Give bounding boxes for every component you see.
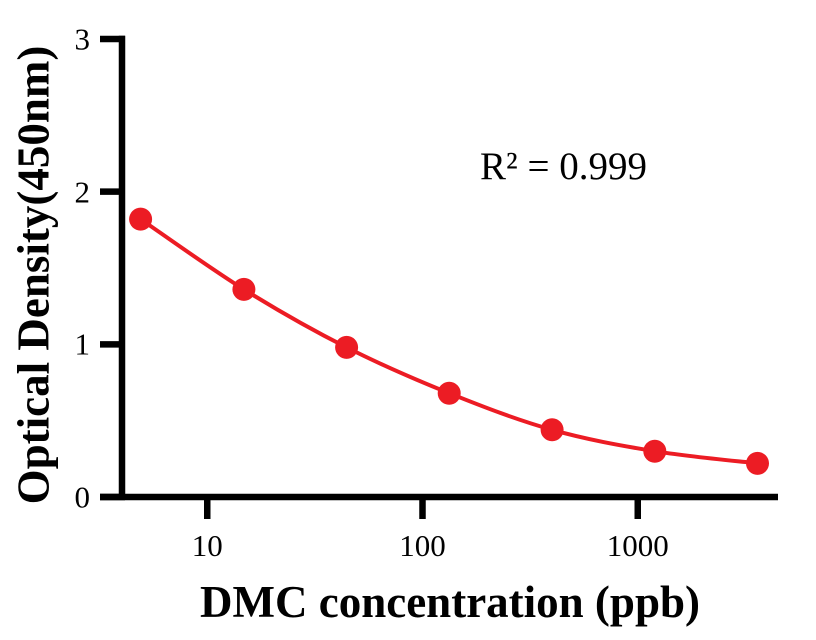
x-tick-label: 1000: [606, 528, 669, 563]
data-point: [643, 439, 667, 463]
x-axis-title: DMC concentration (ppb): [200, 577, 700, 627]
x-tick-label: 10: [191, 528, 223, 563]
data-point: [540, 418, 564, 442]
data-point: [437, 381, 461, 405]
r-squared-annotation: R² = 0.999: [480, 145, 647, 188]
y-tick-label: 0: [74, 479, 91, 515]
y-axis-title: Optical Density(450nm): [8, 45, 59, 505]
x-tick-label: 100: [399, 528, 446, 563]
data-point: [129, 207, 153, 231]
fit-curve: [139, 217, 758, 466]
data-point: [232, 277, 256, 301]
y-tick-label: 3: [74, 21, 91, 57]
y-tick-label: 1: [74, 326, 91, 362]
data-point: [335, 335, 359, 359]
y-tick-label: 2: [74, 174, 91, 210]
data-point: [746, 451, 769, 475]
